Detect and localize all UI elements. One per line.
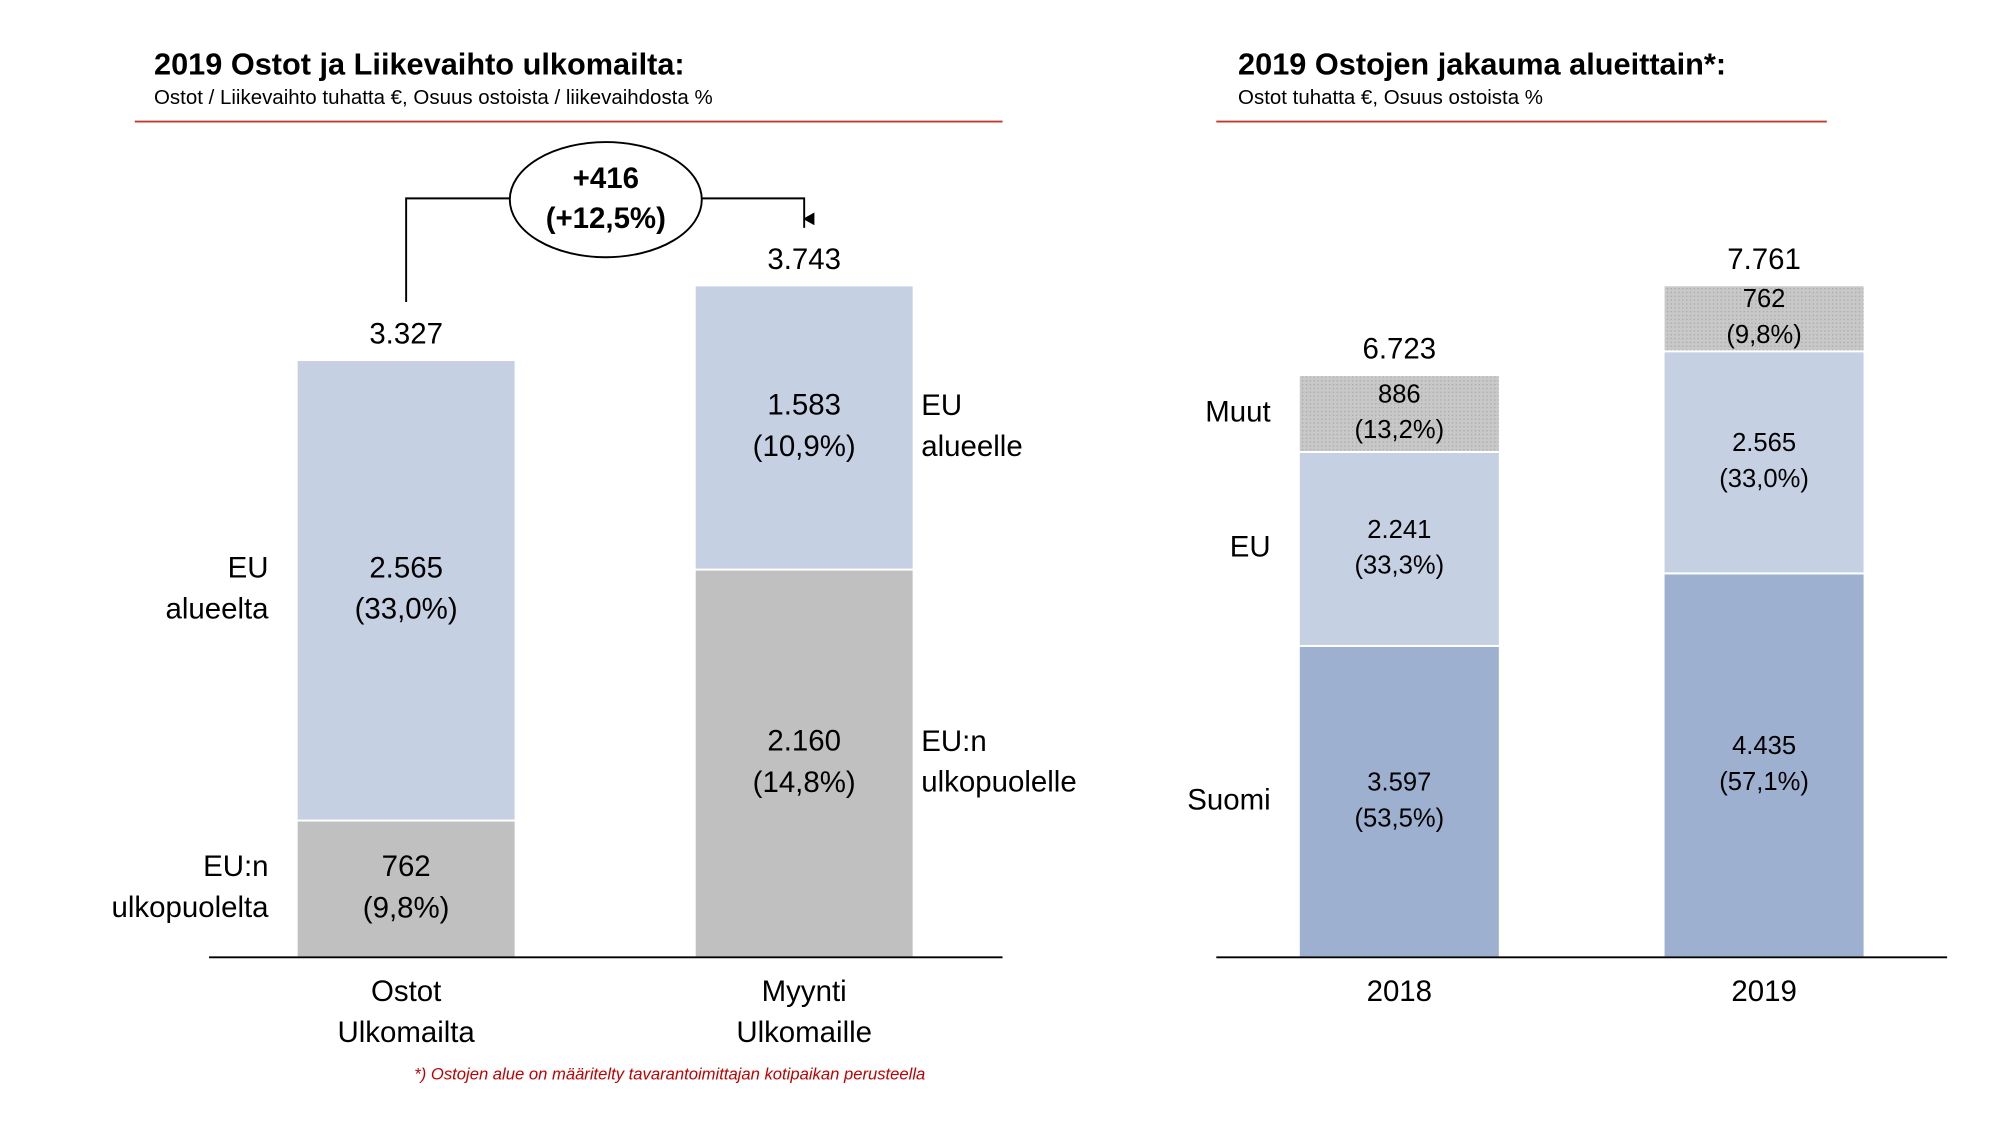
total-label: 6.723 (1362, 333, 1436, 366)
value-label: 1.583 (767, 389, 841, 422)
segment-label: ulkopuolelta (112, 891, 270, 924)
segment-label: EU:n (203, 850, 268, 883)
share-label: (33,3%) (1355, 552, 1445, 580)
bar-segment (295, 819, 517, 959)
bar-segment (1662, 572, 1866, 959)
segment-label: alueelle (921, 430, 1022, 463)
legend-label: EU (1230, 531, 1271, 564)
x-tick-label: 2019 (1731, 975, 1796, 1008)
share-label: (53,5%) (1355, 804, 1445, 832)
legend-label: Muut (1205, 395, 1270, 428)
value-label: 762 (1743, 285, 1786, 313)
bar-segment (1297, 644, 1501, 959)
difference-label: +416 (573, 162, 639, 195)
x-tick-label: Ulkomaille (736, 1016, 872, 1049)
bar-segment (295, 359, 517, 822)
x-tick-label: Ulkomailta (337, 1016, 475, 1049)
share-label: (9,8%) (1726, 321, 1801, 349)
difference-share: (+12,5%) (546, 202, 666, 235)
share-label: (57,1%) (1719, 768, 1809, 796)
segment-label: alueelta (165, 593, 269, 626)
difference-ellipse (508, 141, 703, 259)
chart-title: 2019 Ostot ja Liikevaihto ulkomailta: (154, 47, 685, 82)
x-tick-label: 2018 (1367, 975, 1432, 1008)
share-label: (33,0%) (355, 593, 458, 626)
total-label: 7.761 (1727, 243, 1801, 276)
share-label: (33,0%) (1719, 465, 1809, 493)
total-label: 3.327 (369, 318, 443, 351)
legend-label: Suomi (1187, 783, 1270, 816)
share-label: (9,8%) (363, 891, 450, 924)
segment-label: EU:n (921, 725, 986, 758)
value-label: 2.160 (767, 725, 841, 758)
segment-label: EU (228, 552, 269, 585)
bar-segment (1297, 450, 1501, 647)
value-label: 2.565 (369, 551, 443, 584)
x-tick-label: Ostot (371, 975, 441, 1008)
bar-segment (1297, 374, 1501, 453)
chart-title: 2019 Ostojen jakauma alueittain*: (1238, 47, 1726, 82)
chart-subtitle: Ostot tuhatta €, Osuus ostoista % (1238, 86, 1543, 109)
chart-subtitle: Ostot / Liikevaihto tuhatta €, Osuus ost… (154, 86, 713, 109)
segment-label: ulkopuolelle (921, 766, 1076, 799)
value-label: 3.597 (1367, 768, 1431, 796)
bar-segment (693, 284, 915, 571)
share-label: (14,8%) (753, 766, 856, 799)
total-label: 3.743 (767, 243, 841, 276)
value-label: 2.565 (1732, 429, 1796, 457)
x-tick-label: Myynti (762, 975, 847, 1008)
share-label: (13,2%) (1355, 416, 1445, 444)
footnote: *) Ostojen alue on määritelty tavarantoi… (414, 1064, 925, 1083)
value-label: 4.435 (1732, 732, 1796, 760)
value-label: 886 (1378, 380, 1421, 408)
bar-segment (1662, 350, 1866, 575)
bar-segment (1662, 284, 1866, 353)
value-label: 762 (382, 850, 431, 883)
segment-label: EU (921, 389, 962, 422)
bar-segment (693, 568, 915, 959)
value-label: 2.241 (1367, 516, 1431, 544)
share-label: (10,9%) (753, 430, 856, 463)
